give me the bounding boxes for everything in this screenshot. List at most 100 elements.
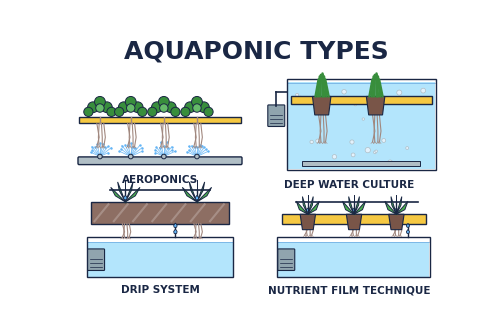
Text: NUTRIENT FILM TECHNIQUE: NUTRIENT FILM TECHNIQUE (268, 285, 430, 295)
Polygon shape (396, 196, 402, 214)
Polygon shape (308, 196, 313, 214)
Circle shape (342, 89, 346, 94)
Circle shape (296, 93, 298, 96)
Circle shape (152, 102, 162, 113)
Circle shape (148, 107, 157, 116)
Circle shape (204, 107, 213, 116)
Polygon shape (312, 96, 331, 115)
Polygon shape (306, 208, 310, 212)
Circle shape (362, 118, 364, 120)
Circle shape (396, 90, 402, 95)
Polygon shape (296, 201, 308, 214)
Text: AEROPONICS: AEROPONICS (122, 175, 198, 185)
Polygon shape (354, 201, 366, 214)
Circle shape (298, 96, 302, 100)
Polygon shape (190, 182, 197, 202)
Circle shape (158, 96, 169, 107)
FancyBboxPatch shape (78, 157, 242, 164)
Bar (288, 82, 436, 169)
Polygon shape (302, 196, 308, 214)
Bar (291, 96, 432, 104)
Circle shape (126, 104, 135, 112)
Circle shape (107, 107, 116, 116)
Circle shape (166, 102, 176, 113)
Polygon shape (118, 182, 126, 202)
Circle shape (310, 140, 314, 144)
Circle shape (128, 154, 133, 159)
Circle shape (114, 107, 124, 116)
Polygon shape (388, 214, 404, 230)
Bar (87, 237, 233, 277)
Polygon shape (308, 201, 320, 214)
Polygon shape (406, 230, 410, 234)
Circle shape (354, 103, 357, 106)
Circle shape (181, 107, 190, 116)
Polygon shape (395, 208, 398, 212)
Circle shape (162, 154, 166, 159)
Bar (90, 202, 230, 223)
Text: DEEP WATER CULTURE: DEEP WATER CULTURE (284, 180, 414, 190)
Bar (282, 214, 426, 223)
Circle shape (192, 104, 201, 112)
FancyBboxPatch shape (268, 105, 284, 126)
Polygon shape (406, 223, 410, 227)
Circle shape (375, 150, 378, 152)
Circle shape (421, 88, 426, 93)
Polygon shape (110, 187, 126, 202)
Polygon shape (385, 201, 396, 214)
Bar (277, 237, 430, 277)
Polygon shape (126, 187, 140, 202)
Circle shape (374, 151, 376, 154)
Circle shape (98, 154, 102, 159)
Bar (302, 161, 420, 166)
Polygon shape (354, 196, 360, 214)
Bar (87, 241, 233, 277)
Polygon shape (126, 182, 133, 202)
Polygon shape (348, 196, 354, 214)
Circle shape (126, 96, 136, 107)
Polygon shape (352, 208, 356, 212)
Polygon shape (342, 201, 354, 214)
Circle shape (406, 147, 408, 149)
Polygon shape (124, 195, 127, 200)
Polygon shape (174, 229, 177, 234)
Polygon shape (346, 214, 362, 230)
Polygon shape (182, 187, 197, 202)
Circle shape (365, 147, 370, 153)
Circle shape (192, 96, 202, 107)
Polygon shape (300, 214, 316, 230)
Circle shape (88, 102, 99, 113)
Polygon shape (366, 96, 385, 115)
Polygon shape (391, 196, 396, 214)
Circle shape (350, 140, 354, 144)
Circle shape (198, 102, 209, 113)
Circle shape (382, 139, 386, 142)
Circle shape (132, 102, 143, 113)
Circle shape (332, 155, 336, 159)
FancyBboxPatch shape (88, 249, 104, 270)
Circle shape (160, 104, 168, 112)
Bar (278, 241, 429, 277)
Circle shape (84, 107, 93, 116)
Polygon shape (174, 223, 177, 228)
Circle shape (118, 102, 129, 113)
Polygon shape (396, 201, 408, 214)
Circle shape (138, 107, 147, 116)
Circle shape (316, 139, 320, 143)
Text: DRIP SYSTEM: DRIP SYSTEM (120, 285, 200, 295)
Bar (287, 79, 436, 170)
Circle shape (194, 154, 200, 159)
Bar (79, 117, 241, 123)
Text: AQUAPONIC TYPES: AQUAPONIC TYPES (124, 40, 388, 64)
Polygon shape (197, 182, 204, 202)
Circle shape (94, 96, 106, 107)
Circle shape (171, 107, 180, 116)
Circle shape (96, 104, 104, 112)
Circle shape (351, 153, 355, 157)
Circle shape (388, 160, 392, 165)
Circle shape (102, 102, 112, 113)
FancyBboxPatch shape (278, 249, 295, 270)
Polygon shape (197, 187, 212, 202)
Polygon shape (196, 195, 198, 200)
Circle shape (184, 102, 196, 113)
